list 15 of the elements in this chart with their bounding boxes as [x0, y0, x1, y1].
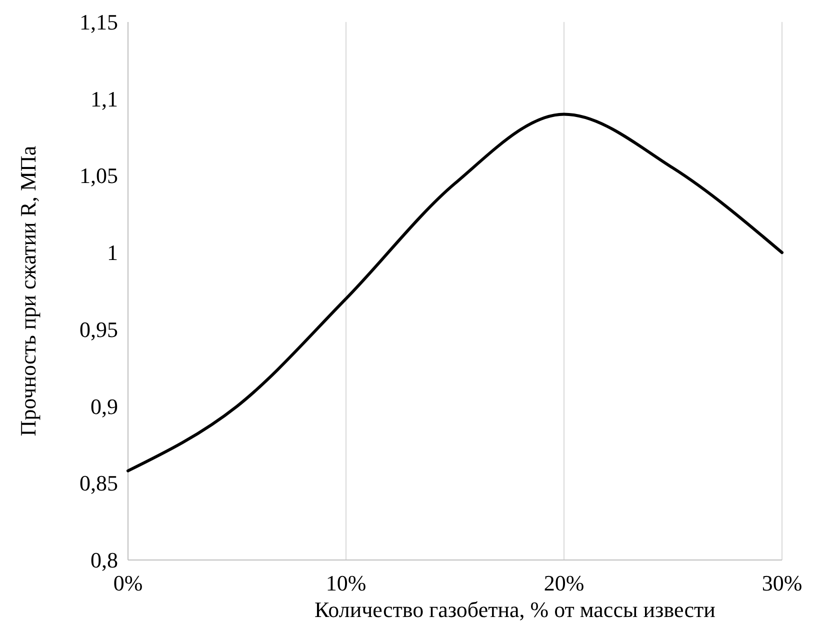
- x-axis-title: Количество газобетна, % от массы извести: [314, 597, 716, 622]
- y-tick-label: 0,85: [80, 470, 118, 496]
- y-tick-label: 0,9: [90, 394, 118, 419]
- x-tick-label: 30%: [762, 570, 802, 596]
- x-tick-label: 10%: [326, 570, 366, 596]
- y-tick-label: 0,95: [80, 316, 118, 342]
- y-tick-label: 0,8: [90, 548, 118, 572]
- y-tick-label: 1: [107, 240, 118, 266]
- y-tick-label: 1,15: [80, 10, 118, 34]
- y-tick-label: 1,1: [90, 86, 118, 112]
- line-series: [126, 112, 784, 472]
- x-tick-label: 0%: [113, 570, 143, 596]
- y-tick-label: 1,05: [80, 163, 118, 188]
- x-tick-label: 20%: [544, 570, 584, 596]
- y-axis-title: Прочность при сжатии R, МПа: [16, 146, 40, 436]
